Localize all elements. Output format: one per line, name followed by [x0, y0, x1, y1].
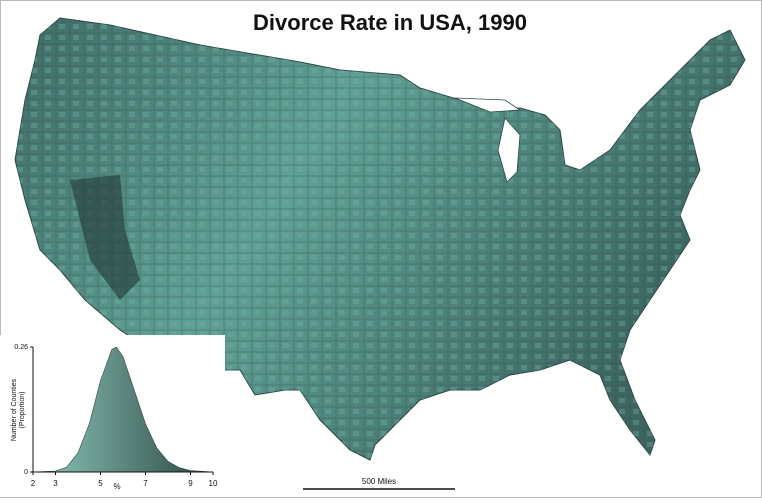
density-area — [32, 346, 214, 473]
x-tick-label: 2 — [31, 479, 36, 488]
dark-region — [70, 175, 140, 300]
x-tick-label: 7 — [143, 479, 148, 488]
x-tick-label: 9 — [188, 479, 193, 488]
y-tick-label: 0 — [24, 469, 28, 476]
y-axis-label: (Proportion) — [19, 392, 26, 429]
x-tick-label: 10 — [209, 479, 218, 488]
inset-chart: Number of Counties (Proportion) % 0 0.26 2… — [0, 335, 225, 497]
x-tick-label: 3 — [53, 479, 58, 488]
y-axis-label: Number of Counties — [11, 378, 18, 441]
x-axis-label: % — [113, 482, 120, 491]
x-tick-label: 5 — [98, 479, 103, 488]
scale-bar-label: 500 Miles — [362, 477, 396, 486]
map-title: Divorce Rate in USA, 1990 — [253, 10, 527, 35]
lake-superior — [454, 97, 522, 113]
y-tick-label: 0.26 — [14, 344, 28, 351]
lake-michigan — [497, 117, 521, 183]
